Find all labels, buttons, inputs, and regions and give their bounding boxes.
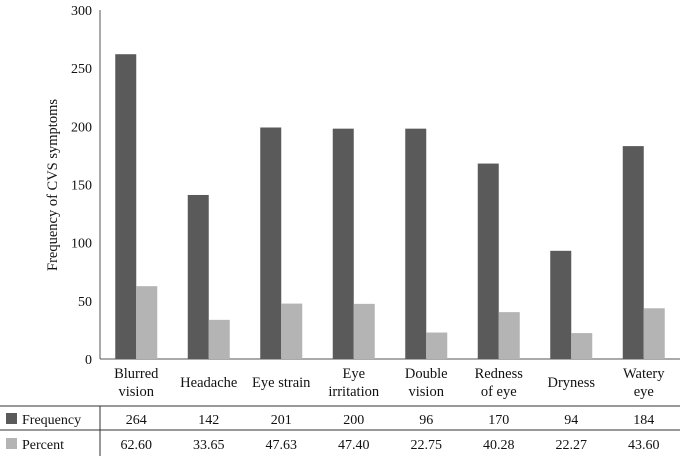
table-cell: 184	[633, 413, 654, 428]
y-axis-label: Frequency of CVS symptoms	[45, 99, 61, 271]
category-label: Dryness	[547, 375, 595, 391]
bar-frequency-5	[477, 163, 499, 359]
category-label: eye	[634, 384, 654, 400]
y-axis-ticks: 0 50 100 150 200 250 300	[71, 4, 92, 368]
category-labels: Blurred vision Headache Eye strain Eye irrita…	[114, 366, 665, 400]
category-label: Eye strain	[252, 375, 311, 391]
table-cell: 94	[564, 413, 578, 428]
category-label: irritation	[328, 384, 379, 400]
y-tick-label: 100	[71, 237, 92, 252]
category-label: vision	[119, 384, 155, 400]
bars	[115, 54, 665, 359]
legend-swatch-percent	[6, 438, 17, 449]
category-label: Watery	[623, 366, 665, 382]
category-label: Double	[405, 366, 448, 382]
bar-percent-1	[208, 319, 230, 359]
table-cell: 40.28	[483, 438, 515, 453]
legend-swatch-frequency	[6, 413, 17, 424]
y-tick-label: 0	[85, 353, 92, 368]
table-cell: 96	[419, 413, 433, 428]
table-cell: 33.65	[193, 438, 225, 453]
table-cell: 47.40	[338, 438, 370, 453]
table-cell: 264	[126, 413, 147, 428]
table-cell: 200	[343, 413, 364, 428]
bar-frequency-1	[187, 194, 209, 359]
bar-frequency-4	[405, 128, 427, 359]
bar-frequency-2	[260, 127, 282, 359]
table-cell: 142	[198, 413, 219, 428]
category-label: Redness	[475, 366, 524, 382]
y-tick-label: 50	[78, 295, 92, 310]
bar-frequency-3	[332, 128, 354, 359]
table-cell: 170	[488, 413, 509, 428]
bar-percent-3	[353, 303, 375, 359]
category-label: Eye	[342, 366, 365, 382]
bar-percent-6	[571, 333, 593, 359]
category-label: vision	[409, 384, 445, 400]
category-label: Blurred	[114, 366, 159, 382]
bar-percent-2	[281, 303, 303, 359]
y-tick-label: 250	[71, 62, 92, 77]
category-label: Headache	[180, 375, 237, 391]
bar-frequency-6	[550, 250, 572, 359]
bar-frequency-0	[115, 54, 137, 359]
table-cell: 22.27	[556, 438, 588, 453]
y-tick-label: 150	[71, 179, 92, 194]
data-table: Frequency 264 142 201 200 96 170 94 184 Percent 62…	[0, 405, 680, 456]
table-cell: 47.63	[266, 438, 298, 453]
table-cell: 62.60	[121, 438, 153, 453]
table-cell: 43.60	[628, 438, 660, 453]
y-tick-label: 300	[71, 4, 92, 19]
legend-label-frequency: Frequency	[22, 413, 81, 428]
bar-percent-7	[643, 308, 665, 359]
table-cell: 22.75	[411, 438, 443, 453]
table-cell: 201	[271, 413, 292, 428]
bar-percent-0	[136, 286, 158, 359]
bar-percent-5	[498, 312, 520, 359]
legend-label-percent: Percent	[22, 438, 64, 453]
category-label: of eye	[481, 384, 517, 400]
bar-percent-4	[426, 332, 448, 359]
bar-frequency-7	[622, 146, 644, 359]
y-tick-label: 200	[71, 120, 92, 135]
